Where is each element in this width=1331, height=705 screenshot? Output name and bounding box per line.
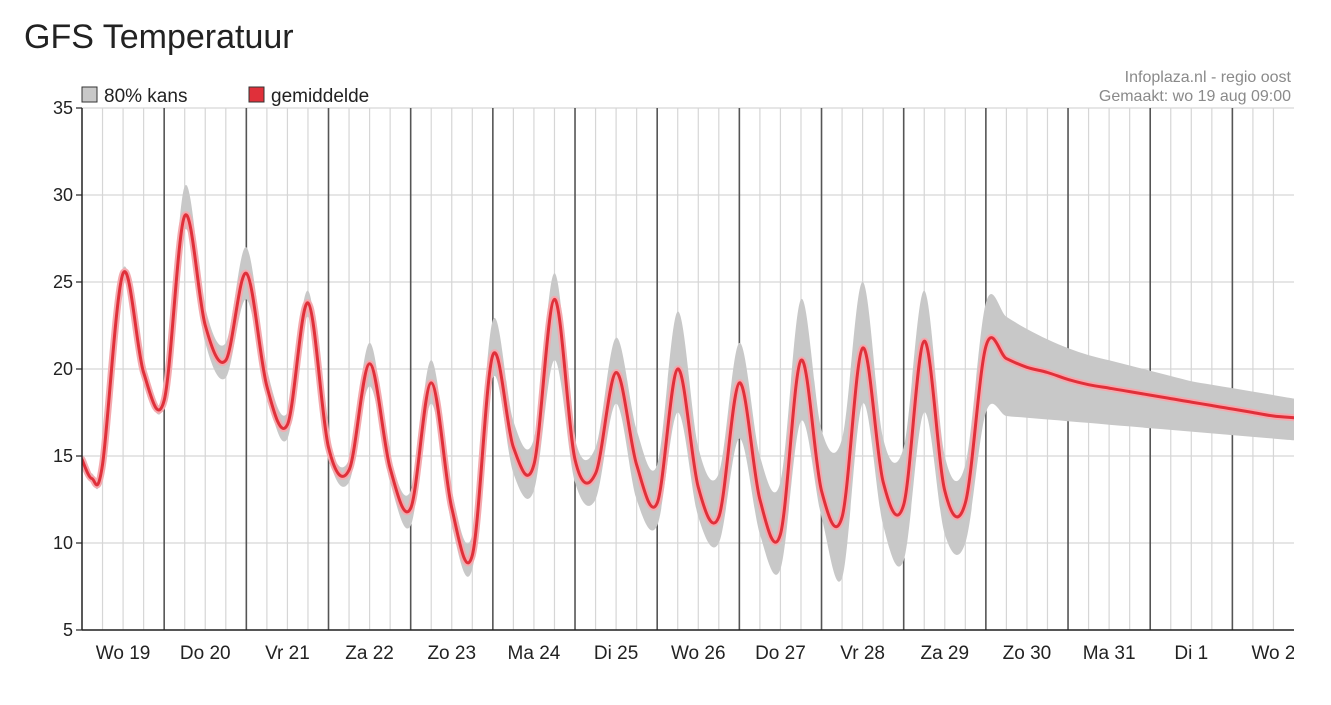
legend: 80% kans gemiddelde (81, 86, 369, 107)
x-tick-label: Di 1 (1174, 643, 1208, 664)
x-tick-label: Ma 31 (1083, 643, 1136, 664)
x-tick-label: Wo 2 (1251, 643, 1295, 664)
y-tick-label: 15 (53, 446, 73, 466)
source-note: Infoplaza.nl - regio oost Gemaakt: wo 19… (1099, 69, 1292, 105)
x-tick-label: Vr 21 (265, 643, 310, 664)
y-tick-label: 10 (53, 533, 73, 553)
source-line-1: Infoplaza.nl - regio oost (1125, 69, 1292, 86)
legend-swatch-band (81, 86, 98, 103)
band-layer (82, 184, 1294, 582)
x-tick-label: Za 22 (345, 643, 394, 664)
legend-swatch-mean (248, 86, 265, 103)
y-tick-label: 35 (53, 98, 73, 118)
x-tick-label: Di 25 (594, 643, 638, 664)
legend-label-band: 80% kans (104, 86, 187, 107)
x-tick-label: Zo 23 (427, 643, 476, 664)
line-layer (82, 211, 1294, 567)
source-line-2: Gemaakt: wo 19 aug 09:00 (1099, 88, 1291, 105)
x-tick-label: Ma 24 (508, 643, 561, 664)
x-tick-label: Wo 26 (671, 643, 726, 664)
legend-label-mean: gemiddelde (271, 86, 369, 107)
x-tick-label: Do 20 (180, 643, 231, 664)
x-tick-label: Do 27 (755, 643, 806, 664)
y-tick-label: 30 (53, 185, 73, 205)
y-tick-label: 20 (53, 359, 73, 379)
y-tick-label: 25 (53, 272, 73, 292)
axis-layer: 5 10 15 20 25 30 35 Wo 19 Do 20 Vr 21 Za 22 Zo 23 Ma… (53, 98, 1295, 664)
band-80-percent (82, 184, 1294, 582)
x-tick-label: Za 29 (920, 643, 969, 664)
x-tick-label: Vr 28 (840, 643, 885, 664)
x-tick-label: Wo 19 (96, 643, 151, 664)
x-tick-label: Zo 30 (1003, 643, 1052, 664)
mean-line (82, 213, 1294, 565)
page-title: GFS Temperatuur (24, 18, 294, 56)
y-tick-label: 5 (63, 620, 73, 640)
